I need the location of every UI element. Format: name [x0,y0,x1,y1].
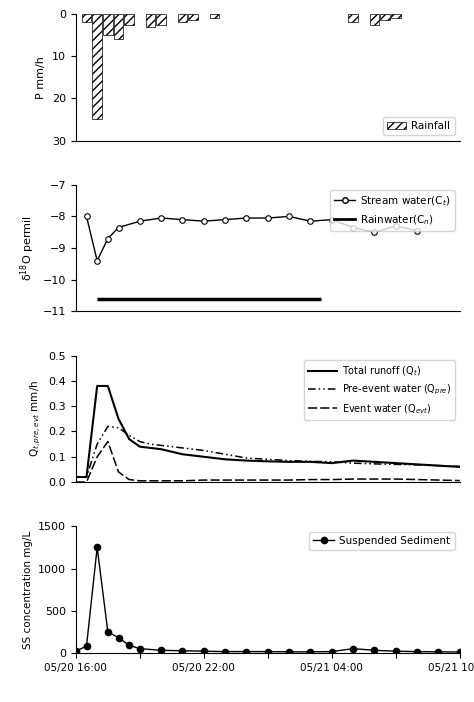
Y-axis label: P mm/h: P mm/h [36,56,46,99]
Legend: Rainfall: Rainfall [383,117,455,135]
Bar [391,14,401,18]
Bar [348,14,358,22]
Y-axis label: Q$_{t, pre, evt}$ mm/h: Q$_{t, pre, evt}$ mm/h [28,380,43,458]
Bar [188,14,198,20]
Bar [92,14,102,119]
Bar [124,14,134,25]
Legend: Total runoff (Q$_t$), Pre-event water (Q$_{pre}$), Event water (Q$_{evt}$): Total runoff (Q$_t$), Pre-event water (Q… [304,360,455,420]
Legend: Stream water(C$_t$), Rainwater(C$_n$): Stream water(C$_t$), Rainwater(C$_n$) [330,190,455,231]
Bar [370,14,379,25]
Bar [146,14,155,27]
Bar [156,14,166,25]
Y-axis label: δ$^{18}$O permil: δ$^{18}$O permil [18,215,37,281]
Bar [380,14,390,20]
Bar [210,14,219,18]
Y-axis label: SS concentration mg/L: SS concentration mg/L [23,531,33,649]
Bar [178,14,187,22]
Bar [114,14,123,39]
Bar [82,14,91,22]
Legend: Suspended Sediment: Suspended Sediment [309,531,455,550]
Bar [103,14,113,35]
